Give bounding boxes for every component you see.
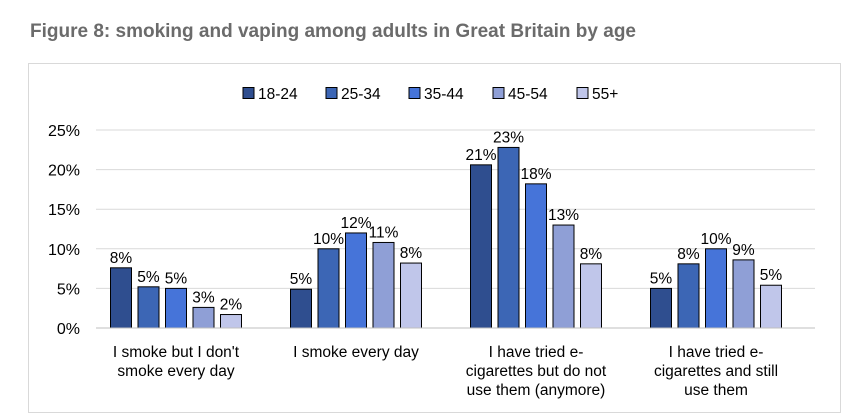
bar [400,262,422,329]
legend-label: 25-34 [341,86,381,103]
data-label: 3% [192,289,215,306]
bar [705,248,727,329]
x-category-label: I have tried e-cigarettes but do not use … [466,344,607,399]
bar [497,146,520,329]
y-tick-label: 25% [48,123,80,140]
bar [192,306,215,329]
data-label: 5% [760,267,783,284]
y-tick-label: 5% [57,281,80,298]
x-category-label: I smoke every day [293,344,419,361]
data-label: 11% [369,224,399,241]
bar [137,286,160,329]
bar [760,284,782,329]
data-label: 21% [465,147,496,164]
x-category-label: I have tried e-cigarettes and still use t… [654,344,778,399]
bar [677,263,700,329]
data-labels: 8%5%21%5%5%10%23%8%5%12%18%10%3%11%13%9%… [110,129,783,313]
y-tick-label: 15% [48,202,80,219]
data-label: 2% [220,297,243,314]
figure-title: Figure 8: smoking and vaping among adult… [30,21,636,42]
legend-swatch [408,87,421,99]
data-label: 9% [732,242,755,259]
bar [317,248,340,329]
bar [525,183,547,329]
x-category-label: I smoke but I don't smoke every day [113,344,240,380]
data-label: 5% [650,270,673,287]
y-tick-label: 10% [48,242,80,259]
bar [372,241,395,329]
legend-swatch [242,87,255,99]
legend-label: 55+ [592,86,618,103]
bar [650,287,672,329]
bar [290,288,312,329]
data-label: 8% [110,250,133,267]
data-label: 23% [493,129,524,146]
y-tick-label: 0% [57,321,80,338]
bar [165,287,187,329]
bar [580,263,602,329]
data-label: 8% [580,246,603,263]
data-label: 8% [400,245,423,262]
axes: 0% 5% 10% 15% 20% 25% I smoke but I don't smoke… [48,123,815,399]
data-label: 13% [548,207,579,224]
legend: 18-24 25-34 35-44 45-54 55+ [242,86,618,103]
chart-frame [28,63,841,413]
data-label: 18% [520,166,551,183]
legend-swatch [492,87,505,99]
bar [470,164,492,329]
y-tick-label: 20% [48,163,80,180]
bar [345,232,367,329]
bar [220,314,242,329]
data-label: 5% [290,271,313,288]
legend-swatch [576,87,589,99]
data-label: 8% [677,246,700,263]
data-label: 10% [700,231,731,248]
legend-label: 35-44 [424,86,464,103]
legend-swatch [325,87,338,99]
data-label: 10% [313,231,344,248]
data-label: 5% [137,269,160,286]
bar [110,267,132,329]
bar [552,224,575,329]
data-label: 12% [340,215,371,232]
data-label: 5% [165,270,188,287]
bar [732,259,755,329]
legend-label: 18-24 [258,86,298,103]
legend-label: 45-54 [508,86,548,103]
